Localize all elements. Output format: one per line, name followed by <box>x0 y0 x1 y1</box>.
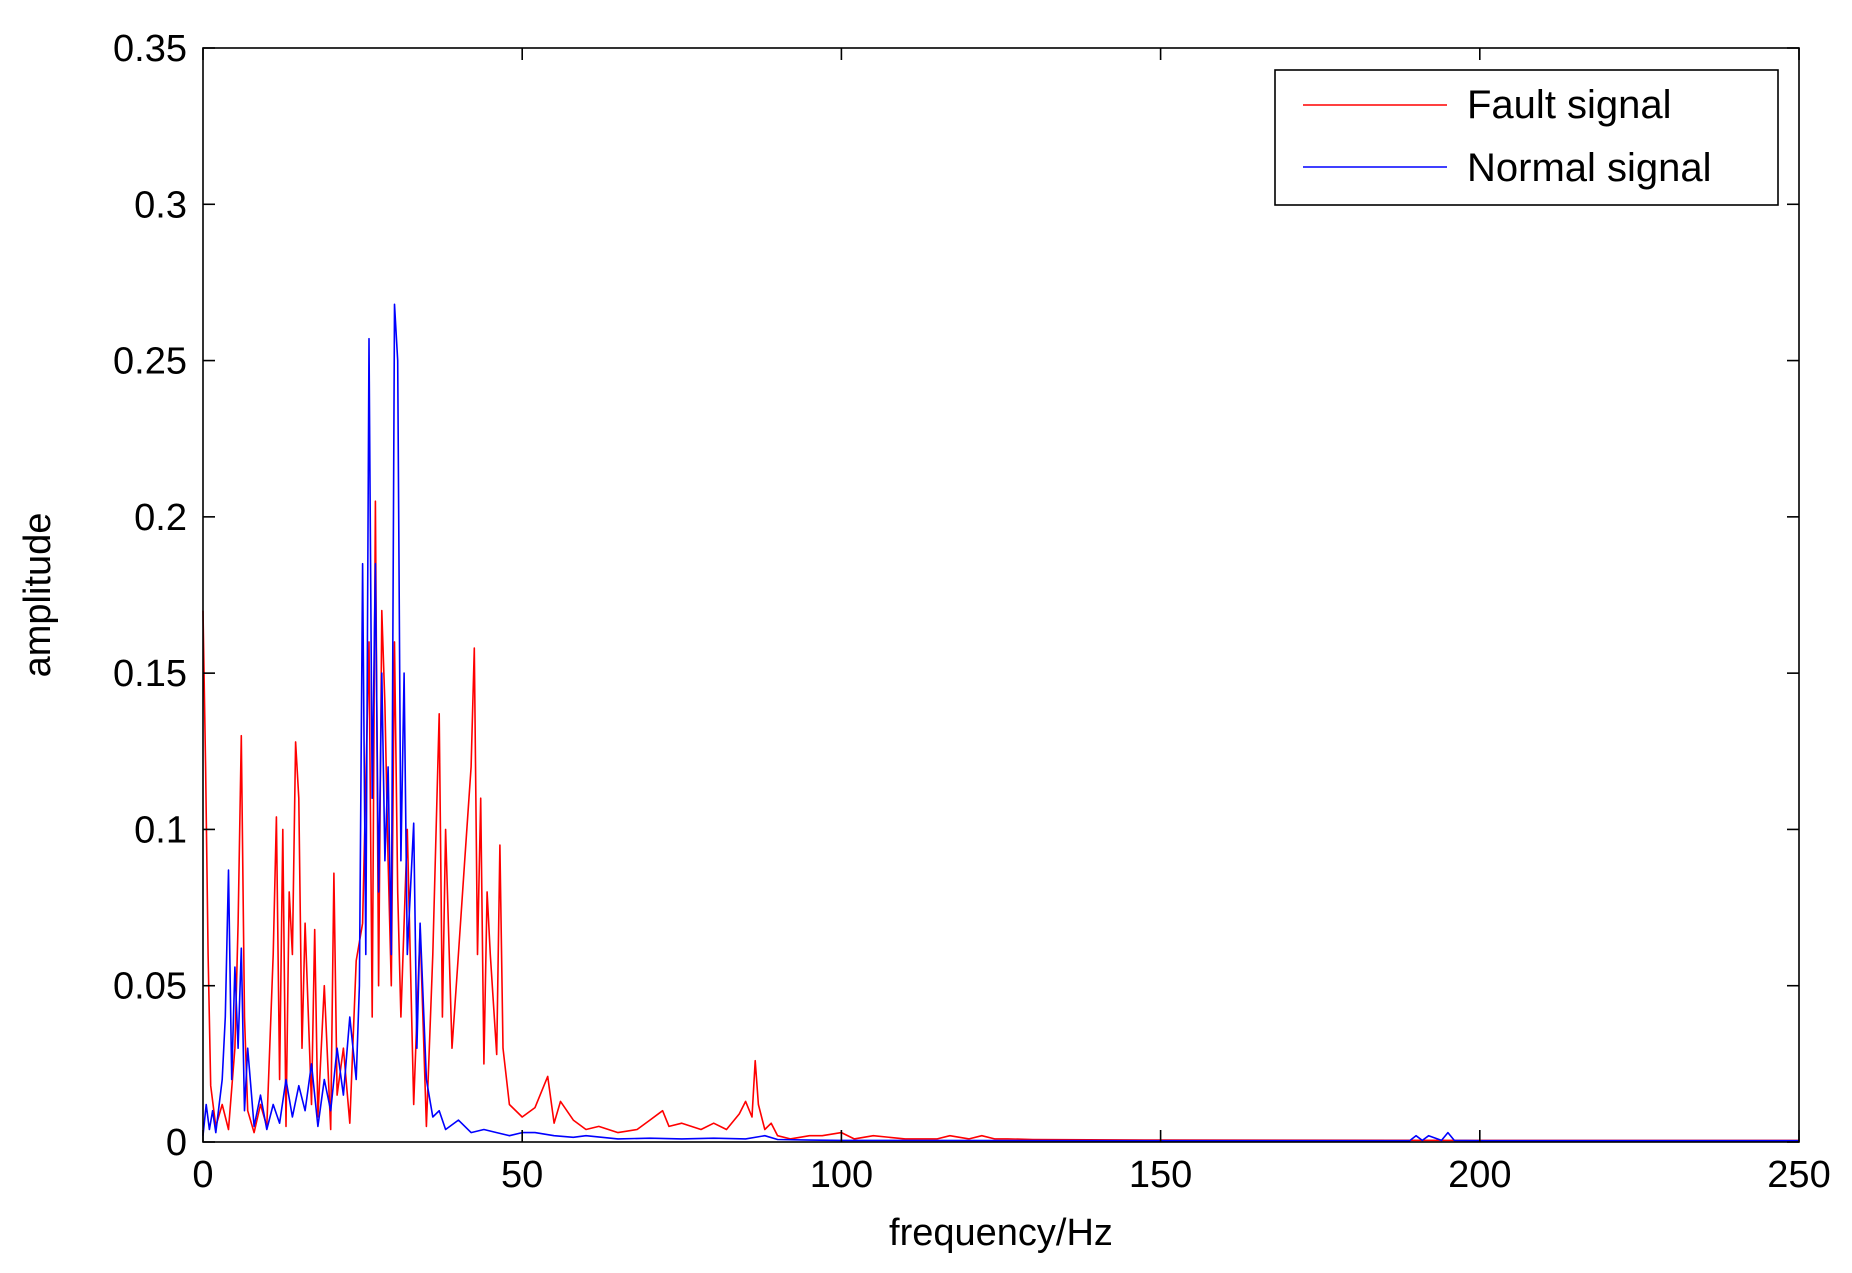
x-tick-label: 50 <box>501 1154 543 1196</box>
series-line-fault-signal <box>202 500 1799 1142</box>
series-line-normal-signal <box>202 303 1799 1142</box>
legend-box <box>1274 69 1779 206</box>
y-tick-label: 0.05 <box>113 966 187 1008</box>
x-tick-label: 250 <box>1767 1154 1830 1196</box>
y-tick-label: 0.3 <box>134 184 187 226</box>
y-tick-label: 0.15 <box>113 653 187 695</box>
plot-area <box>203 48 1799 1142</box>
y-tick-label: 0 <box>166 1122 187 1164</box>
y-tick-label: 0.2 <box>134 497 187 539</box>
legend-label-fault-signal: Fault signal <box>1467 83 1672 127</box>
y-tick-label: 0.25 <box>113 341 187 383</box>
x-tick-label: 0 <box>192 1154 213 1196</box>
series-layer <box>202 303 1799 1142</box>
x-axis-label: frequency/Hz <box>889 1212 1113 1254</box>
y-tick-label: 0.1 <box>134 809 187 851</box>
x-tick-label: 100 <box>810 1154 873 1196</box>
y-axis-label: amplitude <box>17 513 59 678</box>
legend: Fault signal Normal signal <box>1274 69 1779 206</box>
legend-label-normal-signal: Normal signal <box>1467 146 1712 190</box>
y-tick-label: 0.35 <box>113 28 187 70</box>
x-tick-label: 200 <box>1448 1154 1511 1196</box>
x-tick-label: 150 <box>1129 1154 1192 1196</box>
ticks-layer: 0 50 100 150 200 250 0 0.05 0.1 0.15 0.2 0.25 0.3 0.3… <box>113 28 1831 1196</box>
plot-frame <box>202 47 1800 1143</box>
